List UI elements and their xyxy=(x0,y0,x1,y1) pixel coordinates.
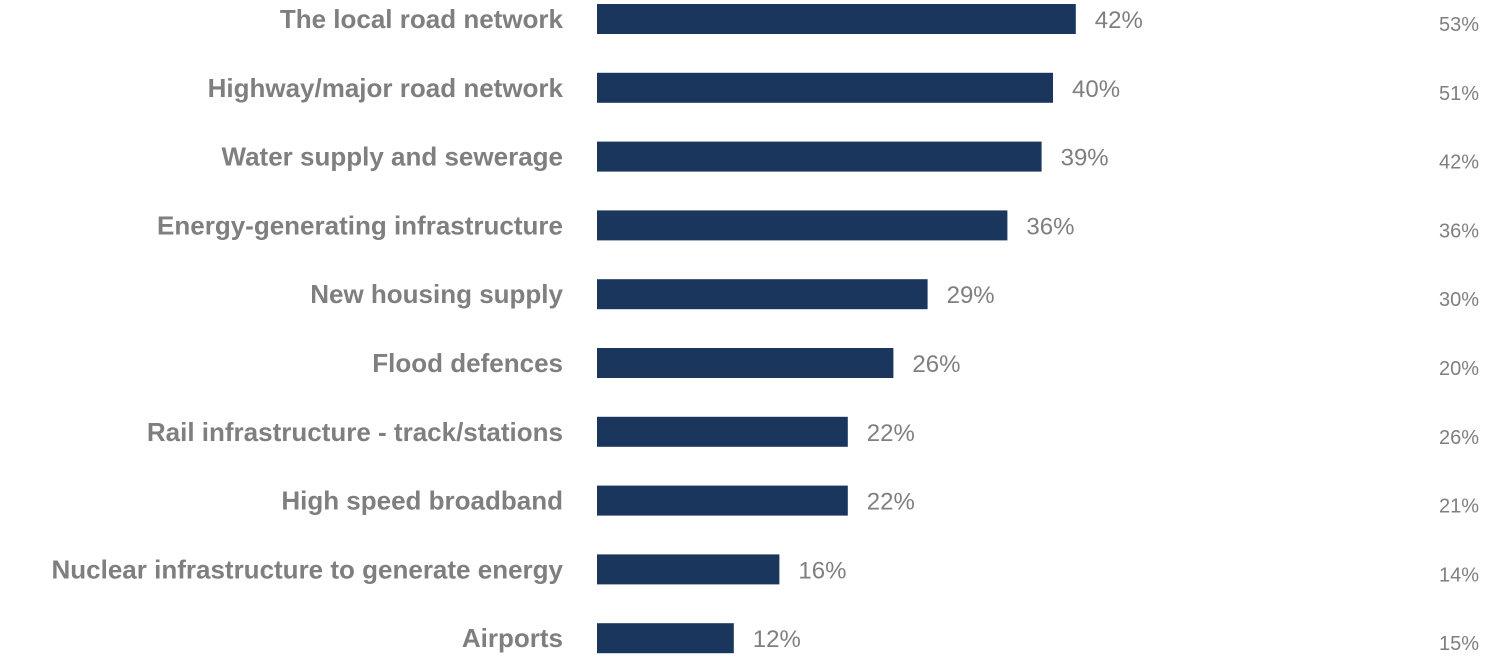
comparison-label: 36% xyxy=(1439,220,1479,242)
bar xyxy=(597,210,1008,241)
data-label: 40% xyxy=(1072,76,1120,103)
data-label: 22% xyxy=(867,420,915,447)
category-label: Water supply and sewerage xyxy=(222,142,563,172)
comparison-label: 26% xyxy=(1439,427,1479,449)
data-label: 42% xyxy=(1095,7,1143,34)
category-label: The local road network xyxy=(280,4,564,34)
comparison-label: 20% xyxy=(1439,358,1479,380)
comparison-label: 21% xyxy=(1439,496,1479,518)
comparison-label: 53% xyxy=(1439,14,1479,36)
comparison-label: 15% xyxy=(1439,633,1479,655)
category-label: Airports xyxy=(462,623,563,653)
category-label: Energy-generating infrastructure xyxy=(157,210,563,240)
bar xyxy=(597,554,780,585)
comparison-label: 42% xyxy=(1439,152,1479,174)
bar xyxy=(597,4,1076,34)
bar xyxy=(597,623,734,654)
category-label: Rail infrastructure - track/stations xyxy=(147,417,563,447)
data-label: 22% xyxy=(867,489,915,516)
bar xyxy=(597,72,1053,103)
bar xyxy=(597,141,1042,172)
bar xyxy=(597,279,928,310)
data-label: 16% xyxy=(798,557,846,584)
data-label: 12% xyxy=(753,626,801,653)
bar xyxy=(597,485,848,516)
comparison-label: 30% xyxy=(1439,289,1479,311)
data-label: 29% xyxy=(947,282,995,309)
data-label: 39% xyxy=(1061,145,1109,172)
data-label: 36% xyxy=(1026,213,1074,240)
category-label: Nuclear infrastructure to generate energ… xyxy=(52,554,564,584)
bar xyxy=(597,348,894,378)
category-label: Flood defences xyxy=(372,348,563,378)
comparison-label: 51% xyxy=(1439,83,1479,105)
bar xyxy=(597,416,848,447)
comparison-label: 14% xyxy=(1439,564,1479,586)
category-label: New housing supply xyxy=(310,279,563,309)
data-label: 26% xyxy=(912,351,960,378)
category-label: High speed broadband xyxy=(281,486,563,516)
category-label: Highway/major road network xyxy=(208,73,564,103)
